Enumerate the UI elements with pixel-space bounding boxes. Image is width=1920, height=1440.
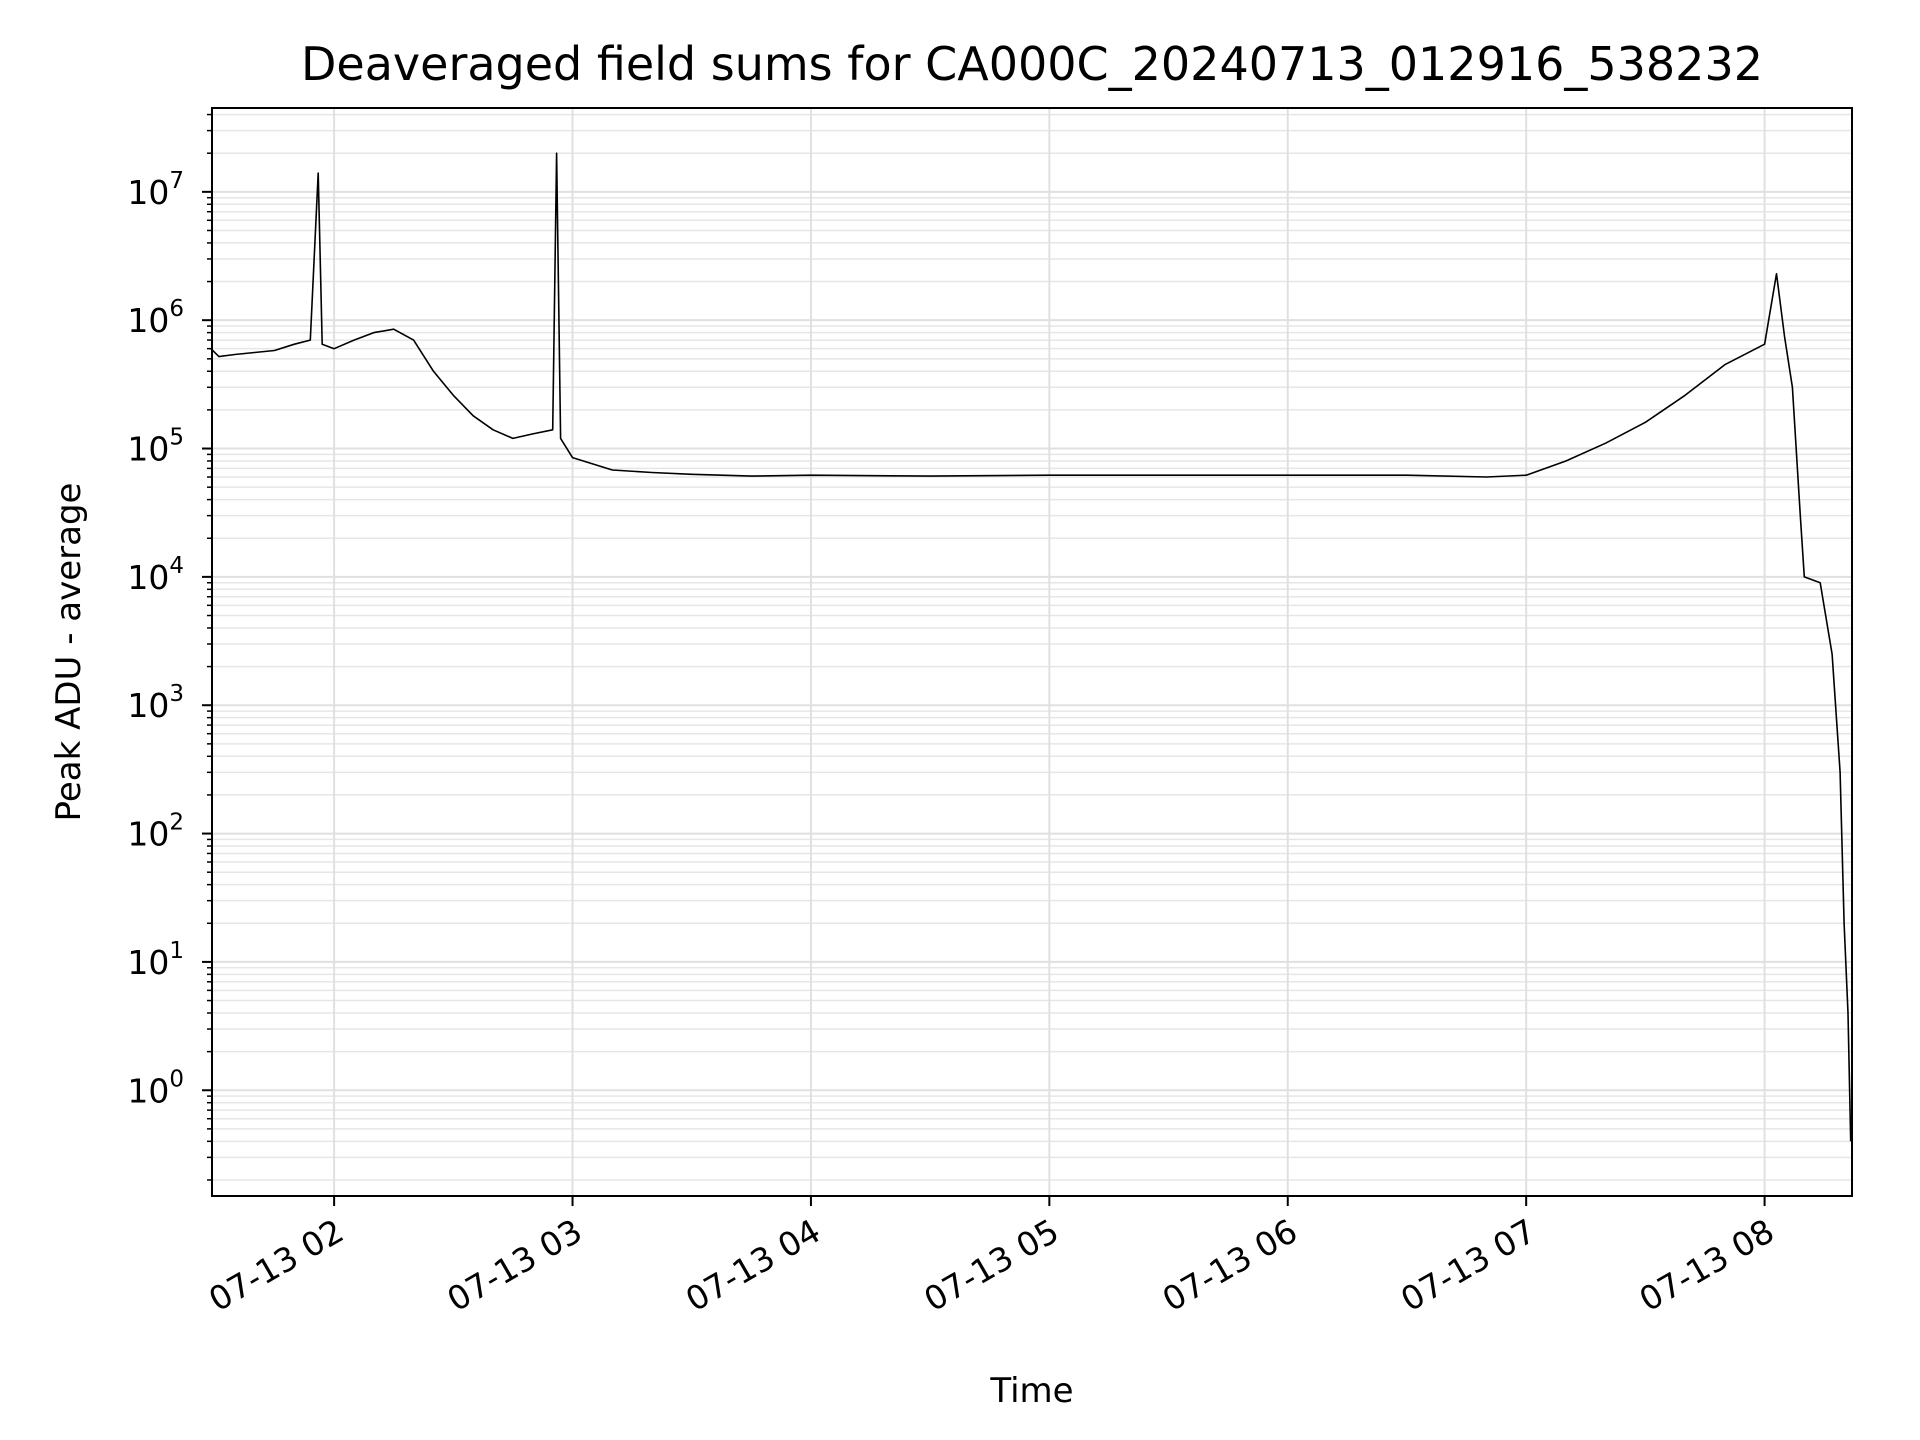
series-line bbox=[210, 152, 1852, 1142]
y-axis-label: Peak ADU - average bbox=[49, 483, 89, 822]
y-tick-label: 105 bbox=[127, 425, 184, 469]
grid bbox=[212, 108, 1852, 1196]
y-tick-label: 103 bbox=[127, 681, 184, 725]
plot-frame bbox=[211, 107, 1853, 1197]
x-axis-label: Time bbox=[989, 1371, 1073, 1411]
plot-series bbox=[210, 152, 1852, 1142]
chart-title: Deaveraged field sums for CA000C_2024071… bbox=[301, 37, 1763, 91]
y-tick-label: 101 bbox=[127, 938, 184, 982]
y-tick-label: 107 bbox=[127, 168, 184, 212]
